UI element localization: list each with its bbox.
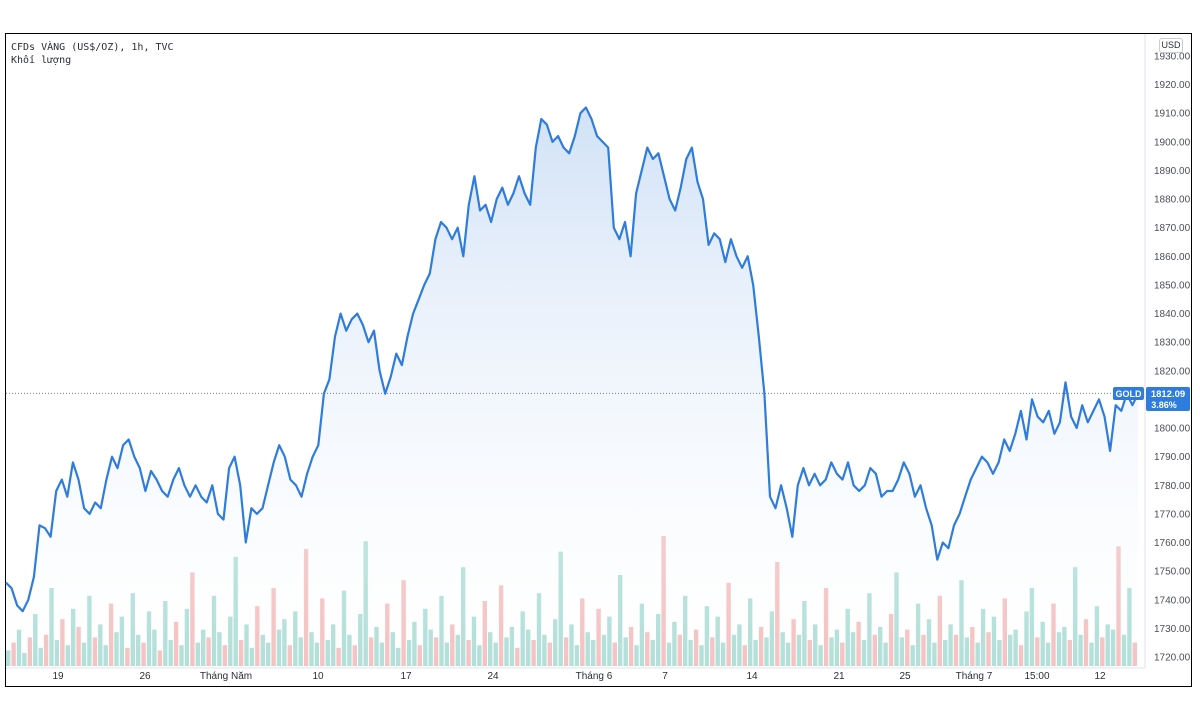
- price-axis-tick: 1930.00: [1154, 52, 1191, 63]
- price-label-symbol: GOLD: [1116, 389, 1142, 399]
- price-axis-tick: 1740.00: [1154, 595, 1191, 606]
- price-label-badge: GOLD 1812.09 3.86%: [1113, 387, 1190, 411]
- chart-legend-title[interactable]: CFDs VÀNG (US$/OZ), 1h, TVC: [11, 42, 174, 53]
- price-axis-tick: 1800.00: [1154, 424, 1191, 435]
- time-axis-tick: 19: [52, 671, 64, 682]
- price-area: [6, 107, 1138, 668]
- price-axis-tick: 1820.00: [1154, 366, 1191, 377]
- price-axis-tick: 1850.00: [1154, 281, 1191, 292]
- price-axis-tick: 1730.00: [1154, 624, 1191, 635]
- price-label-value: 1812.09: [1151, 389, 1185, 400]
- time-axis-tick: Tháng Năm: [200, 671, 252, 682]
- price-axis-tick: 1750.00: [1154, 567, 1191, 578]
- time-axis-tick: 10: [312, 671, 324, 682]
- price-axis-tick: 1890.00: [1154, 166, 1191, 177]
- time-axis-tick: 17: [400, 671, 412, 682]
- price-axis-tick: 1920.00: [1154, 80, 1191, 91]
- time-axis-tick: 14: [746, 671, 758, 682]
- price-axis-tick: 1900.00: [1154, 137, 1191, 148]
- time-axis-tick: Tháng 6: [576, 671, 613, 682]
- price-label-change: 3.86%: [1151, 400, 1177, 410]
- price-axis-tick: 1840.00: [1154, 309, 1191, 320]
- time-axis[interactable]: 19 26 Tháng Năm 10 17 24 Tháng 6 7 14 21 25 Tháng 7…: [52, 671, 1106, 682]
- time-axis-tick: 7: [662, 671, 668, 682]
- time-axis-tick: Tháng 7: [956, 671, 993, 682]
- price-axis-tick: 1910.00: [1154, 109, 1191, 120]
- time-axis-tick: 12: [1094, 671, 1106, 682]
- time-axis-tick: 25: [899, 671, 911, 682]
- time-axis-tick: 15:00: [1024, 671, 1049, 682]
- currency-selector[interactable]: USD: [1159, 38, 1183, 53]
- time-axis-tick: 26: [139, 671, 151, 682]
- price-axis-tick: 1720.00: [1154, 653, 1191, 664]
- chart-legend-volume[interactable]: Khối lượng: [11, 55, 72, 66]
- price-line: [5, 106, 1139, 613]
- time-axis-tick: 24: [487, 671, 499, 682]
- price-axis-tick: 1860.00: [1154, 252, 1191, 263]
- price-axis-tick: 1880.00: [1154, 195, 1191, 206]
- price-axis[interactable]: 1930.00 1920.00 1910.00 1900.00 1890.00 1880.…: [1154, 52, 1191, 664]
- time-axis-tick: 21: [833, 671, 845, 682]
- price-axis-tick: 1770.00: [1154, 509, 1191, 520]
- price-axis-tick: 1790.00: [1154, 452, 1191, 463]
- price-axis-tick: 1780.00: [1154, 481, 1191, 492]
- price-axis-tick: 1830.00: [1154, 338, 1191, 349]
- price-axis-tick: 1870.00: [1154, 223, 1191, 234]
- price-axis-tick: 1760.00: [1154, 538, 1191, 549]
